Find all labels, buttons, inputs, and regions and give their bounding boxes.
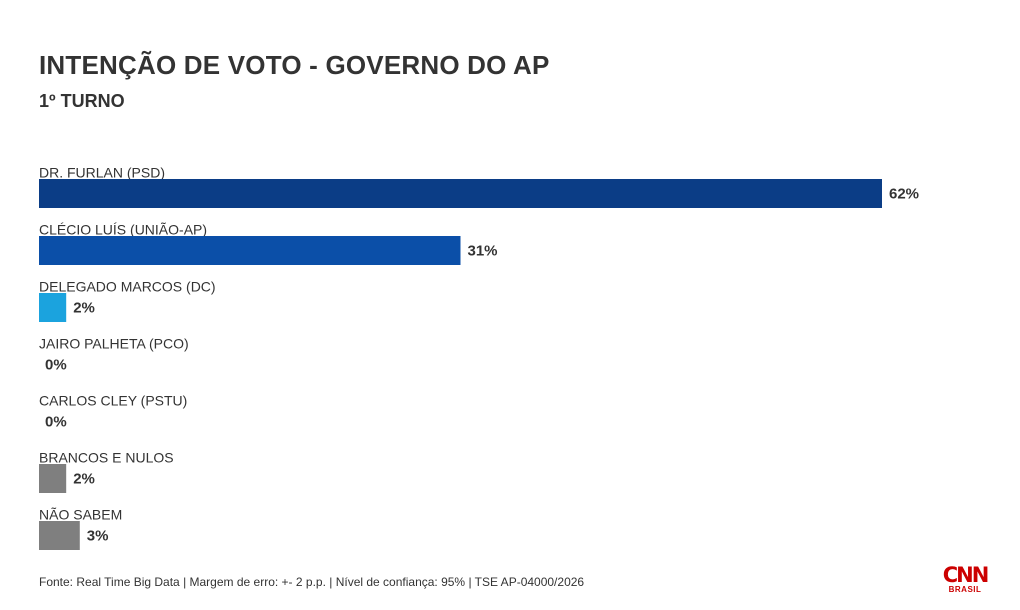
category-label-brancos-e-nulos: BRANCOS E NULOS (39, 450, 174, 466)
value-label-jairo-palheta-pco: 0% (45, 356, 67, 373)
cnn-brasil-logo: CNN BRASIL (942, 563, 990, 597)
category-label-jairo-palheta-pco: JAIRO PALHETA (PCO) (39, 336, 189, 352)
value-label-brancos-e-nulos: 2% (73, 470, 95, 487)
bar-clecio-luis-uniao-ap (39, 236, 461, 265)
bar-brancos-e-nulos (39, 464, 67, 493)
value-label-nao-sabem: 3% (87, 527, 109, 544)
category-label-clecio-luis-uniao-ap: CLÉCIO LUÍS (UNIÃO-AP) (39, 222, 207, 238)
value-label-dr-furlan-psd: 62% (889, 185, 919, 202)
logo-subtitle: BRASIL (948, 585, 982, 594)
value-label-carlos-cley-pstu: 0% (45, 413, 67, 430)
bar-dr-furlan-psd (39, 179, 882, 208)
category-label-delegado-marcos-dc: DELEGADO MARCOS (DC) (39, 279, 216, 295)
bar-chart: DR. FURLAN (PSD) 62% CLÉCIO LUÍS (UNIÃO-AP… (39, 165, 919, 550)
value-label-clecio-luis-uniao-ap: 31% (468, 242, 498, 259)
bar-nao-sabem (39, 521, 80, 550)
category-label-dr-furlan-psd: DR. FURLAN (PSD) (39, 165, 165, 181)
category-label-carlos-cley-pstu: CARLOS CLEY (PSTU) (39, 393, 187, 409)
value-label-delegado-marcos-dc: 2% (73, 299, 95, 316)
chart-title: INTENÇÃO DE VOTO - GOVERNO DO AP (39, 50, 550, 80)
source-footnote: Fonte: Real Time Big Data | Margem de er… (39, 575, 585, 589)
bar-delegado-marcos-dc (39, 293, 67, 322)
category-label-nao-sabem: NÃO SABEM (39, 507, 122, 523)
chart-subtitle: 1º TURNO (39, 91, 125, 111)
logo-wordmark: CNN (942, 563, 990, 587)
